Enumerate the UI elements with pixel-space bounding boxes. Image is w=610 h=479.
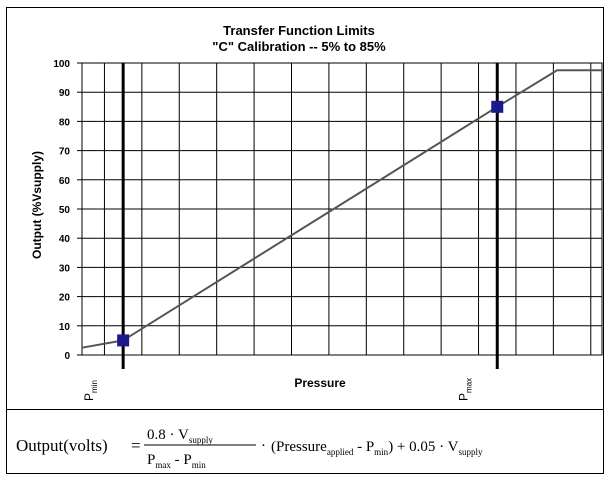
formula-lhs: Output(volts) <box>16 436 108 455</box>
pmin-data-point <box>117 334 130 347</box>
transfer-function-chart: Transfer Function Limits "C" Calibration… <box>30 23 603 401</box>
y-tick-label: 80 <box>59 117 71 128</box>
formula-paren-close: ) + 0.05 · V <box>388 439 458 455</box>
p-max-label-sub: max <box>464 378 473 393</box>
p-min-label-sub: min <box>90 380 99 393</box>
formula-denominator: Pmax - Pmin <box>147 452 206 470</box>
y-tick-label: 60 <box>59 176 71 187</box>
formula-numerator: 0.8 · Vsupply <box>147 427 213 445</box>
y-tick-label: 100 <box>53 59 70 70</box>
plot-area-border <box>81 62 603 356</box>
p-max-label-main: P <box>456 393 470 401</box>
formula-rest: (Pressureapplied - Pmin) + 0.05 · Vsuppl… <box>271 439 483 457</box>
formula-panel: Output(volts) = 0.8 · Vsupply Pmax - Pmi… <box>6 410 604 474</box>
chart-panel: Transfer Function Limits "C" Calibration… <box>6 7 604 410</box>
chart-title-line2: "C" Calibration -- 5% to 85% <box>212 39 386 54</box>
formula-tail-sub: supply <box>458 447 483 457</box>
formula-equals: = <box>131 436 141 455</box>
formula-den-b-sub: min <box>192 460 207 470</box>
pmax-data-point <box>491 100 504 113</box>
formula-paren-mid: - P <box>353 439 374 455</box>
chart-title-line1: Transfer Function Limits <box>223 23 375 38</box>
y-tick-label: 0 <box>64 351 70 362</box>
y-tick-label: 90 <box>59 88 71 99</box>
p-max-label: Pmax <box>456 378 473 401</box>
formula-paren-open: (Pressure <box>271 439 327 455</box>
p-min-label: Pmin <box>82 380 99 401</box>
x-axis-label: Pressure <box>294 376 346 390</box>
p-min-label-main: P <box>82 393 96 401</box>
formula-paren-mid-sub: min <box>374 447 389 457</box>
y-tick-label: 70 <box>59 147 71 158</box>
y-tick-layer: 0 10 20 30 40 50 60 70 80 90 100 <box>53 59 70 362</box>
formula-num-sub: supply <box>189 435 214 445</box>
marker-layer <box>117 100 504 347</box>
y-tick-label: 50 <box>59 205 71 216</box>
formula-den-mid: - <box>171 452 184 468</box>
formula-den-a: P <box>147 452 155 468</box>
y-tick-label: 40 <box>59 234 71 245</box>
formula-num-main: 0.8 · V <box>147 427 189 443</box>
formula-den-a-sub: max <box>155 460 171 470</box>
grid-layer <box>77 62 603 369</box>
y-tick-label: 10 <box>59 322 71 333</box>
y-tick-label: 30 <box>59 263 71 274</box>
y-tick-label: 20 <box>59 293 71 304</box>
formula-dot: · <box>261 438 266 454</box>
formula-paren-sub: applied <box>327 447 354 457</box>
output-formula: Output(volts) = 0.8 · Vsupply Pmax - Pmi… <box>16 427 483 470</box>
y-axis-label: Output (%Vsupply) <box>30 151 44 259</box>
formula-den-b: P <box>183 452 191 468</box>
